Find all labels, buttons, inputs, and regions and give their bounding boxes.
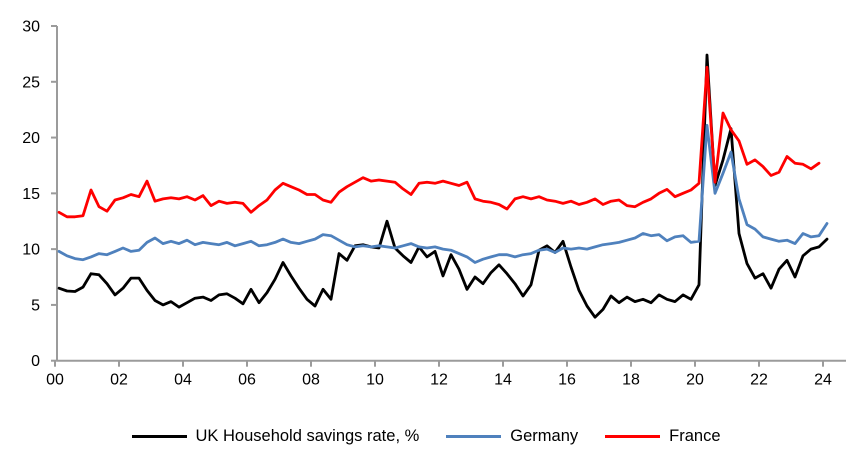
x-tick-label: 24 [814,372,832,389]
data-series-lines [57,53,829,319]
x-tick-label: 18 [622,372,640,389]
legend-item-france: France [605,427,721,446]
x-tick-label: 14 [494,372,512,389]
x-tick-label: 22 [750,372,768,389]
series-line-uk [57,53,829,319]
uk-line-swatch [131,435,187,438]
x-tick-label: 00 [46,372,64,389]
germany-line-swatch [446,435,502,438]
y-tick-label: 10 [22,242,40,259]
y-tick-label: 30 [22,19,40,36]
legend-label-uk: UK Household savings rate, % [195,427,420,445]
x-tick-label: 08 [302,372,320,389]
x-tick-label: 12 [430,372,448,389]
series-line-france [57,65,821,219]
x-tick-label: 20 [686,372,704,389]
legend-label-germany: Germany [510,427,579,445]
france-line-swatch [605,435,661,438]
x-tick-label: 10 [366,372,384,389]
x-tick-label: 04 [174,372,192,389]
y-tick-label: 20 [22,130,40,147]
y-tick-label: 5 [31,297,40,314]
y-tick-label: 25 [22,74,40,91]
x-tick-label: 16 [558,372,576,389]
legend-item-germany: Germany [446,427,578,446]
x-tick-label: 02 [110,372,128,389]
chart-legend: UK Household savings rate, % Germany Fra… [0,427,852,446]
y-axis: 0 5 10 15 20 25 30 [22,19,58,370]
y-tick-label: 0 [31,353,40,370]
legend-label-france: France [669,427,721,445]
x-axis: 00 02 04 06 08 10 12 14 16 18 20 22 24 [46,359,846,389]
x-tick-label: 06 [238,372,256,389]
legend-item-uk: UK Household savings rate, % [131,427,420,446]
series-line-germany [57,123,829,264]
y-tick-label: 15 [22,186,40,203]
